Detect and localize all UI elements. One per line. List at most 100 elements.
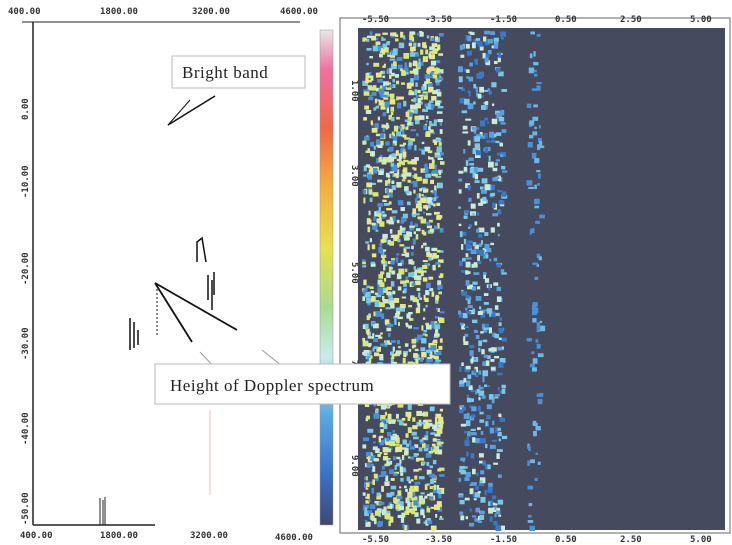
speckle [494,258,498,262]
speckle [532,153,537,159]
speckle [485,147,488,153]
speckle [438,285,443,289]
speckle [395,465,397,470]
speckle [479,397,481,401]
speckle [413,190,415,194]
speckle [459,366,462,372]
speckle [399,506,404,510]
speckle [388,460,390,462]
speckle [476,38,481,41]
speckle [388,449,391,453]
speckle [426,253,432,257]
speckle [497,190,502,192]
speckle [498,362,503,368]
speckle [404,238,409,241]
speckle [436,300,438,304]
speckle [490,193,495,196]
speckle [423,56,428,62]
speckle [423,515,425,518]
speckle [479,385,481,390]
speckle [432,160,435,164]
speckle [536,339,539,342]
speckle [422,42,426,48]
speckle [439,346,443,350]
speckle [471,453,475,458]
speckle [383,195,389,198]
speckle [370,238,372,242]
x-tick-label: 5.00 [690,15,712,25]
speckle [370,151,375,156]
speckle [365,325,368,331]
speckle [419,95,424,97]
speckle [426,283,431,289]
speckle [397,57,403,61]
speckle [382,200,386,202]
speckle [411,509,415,514]
speckle [476,296,482,301]
speckle [420,358,423,362]
speckle [482,197,486,201]
speckle [383,159,387,164]
speckle [399,43,404,49]
speckle [470,488,474,494]
speckle [435,514,437,518]
speckle [478,311,483,315]
speckle [430,479,434,484]
speckle [532,88,538,91]
speckle [363,198,365,204]
speckle [431,61,436,66]
speckle [416,177,422,181]
speckle [527,104,532,108]
speckle [469,63,473,67]
speckle [410,53,416,57]
speckle [412,425,417,429]
speckle [413,492,416,497]
speckle [478,521,482,523]
speckle [485,184,491,190]
speckle [398,263,402,266]
speckle [469,163,474,165]
speckle [391,436,397,440]
speckle [469,345,474,348]
speckle [427,197,433,200]
speckle [379,243,382,247]
speckle [495,427,497,432]
speckle [479,250,485,256]
speckle [368,97,373,100]
speckle [368,499,370,502]
speckle [473,84,476,88]
speckle [489,91,492,95]
speckle [398,322,400,326]
speckle [367,463,371,468]
speckle [419,458,424,461]
speckle [413,437,419,440]
speckle [388,324,394,327]
speckle [481,240,483,245]
speckle [414,453,418,457]
speckle [400,228,403,232]
speckle [391,260,395,265]
speckle [383,112,387,116]
speckle [367,429,373,433]
speckle [469,523,474,527]
speckle [435,329,438,334]
speckle [536,82,541,84]
speckle [501,166,505,170]
speckle [428,277,433,280]
speckle [368,343,371,347]
speckle [408,259,412,264]
speckle [485,278,489,283]
speckle [377,454,380,457]
speckle [404,525,407,531]
speckle [495,305,499,310]
speckle [478,491,481,493]
y-tick-label: -10.00 [21,165,31,198]
speckle [371,454,373,457]
speckle [425,205,428,209]
speckle [489,259,491,262]
speckle [533,104,538,107]
speckle [397,239,400,243]
speckle [428,68,431,71]
speckle [403,143,406,145]
speckle [430,466,434,469]
